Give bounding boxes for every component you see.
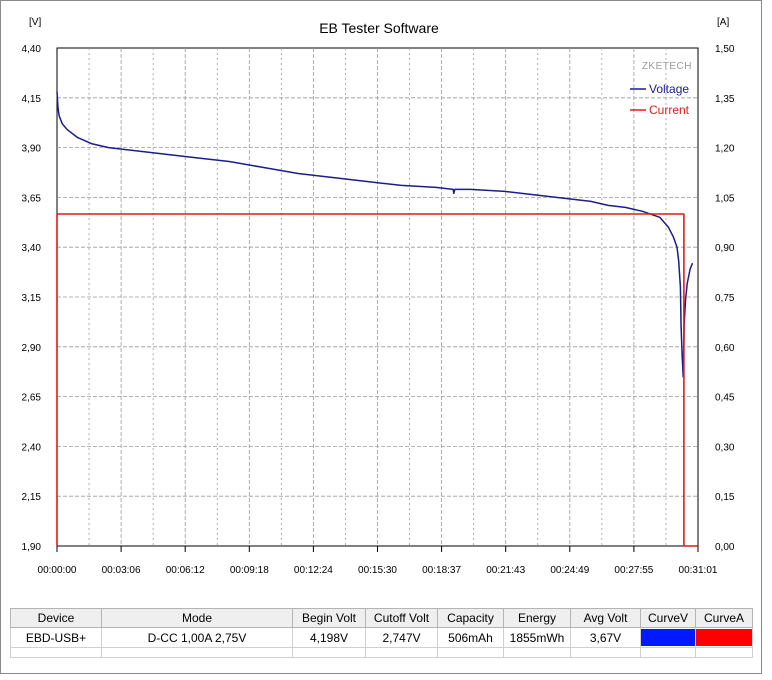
x-tick-label: 00:12:24 [294,565,333,576]
x-tick-label: 00:03:06 [102,565,141,576]
y-right-tick-label: 0,30 [715,442,735,453]
table-row-empty [10,647,753,658]
y-left-tick-label: 3,65 [22,193,42,204]
cell-energy: 1855mWh [503,627,571,648]
cell-device: EBD-USB+ [10,627,102,648]
stats-table: Device Mode Begin Volt Cutoff Volt Capac… [10,608,753,658]
y-left-unit: [V] [29,17,41,28]
x-tick-label: 00:06:12 [166,565,205,576]
y-right-tick-label: 0,15 [715,492,735,503]
voltage-series-line [56,91,694,378]
watermark: ZKETECH [642,61,692,72]
y-right-tick-label: 1,50 [715,44,735,55]
header-curve-a[interactable]: CurveA [695,608,753,628]
cell-curve-a[interactable] [695,627,753,648]
cell-cutoff-volt: 2,747V [365,627,438,648]
y-right-tick-label: 0,45 [715,393,735,404]
y-left-tick-label: 3,40 [22,243,42,254]
x-tick-label: 00:18:37 [422,565,461,576]
curve-a-color-swatch[interactable] [696,629,752,646]
y-left-tick-label: 1,90 [22,542,42,553]
y-left-tick-label: 2,40 [22,442,42,453]
y-right-tick-label: 0,00 [715,542,735,553]
header-curve-v[interactable]: CurveV [640,608,696,628]
table-header-row: Device Mode Begin Volt Cutoff Volt Capac… [10,608,753,628]
legend: Voltage Current [630,82,690,117]
y-right-tick-label: 1,35 [715,94,735,105]
y-left-tick-label: 4,40 [22,44,42,55]
header-capacity[interactable]: Capacity [437,608,504,628]
current-series-line [56,213,698,547]
x-tick-label: 00:00:00 [38,565,77,576]
cell-curve-v[interactable] [640,627,696,648]
y-left-tick-label: 2,90 [22,343,42,354]
legend-label-current: Current [649,103,690,117]
y-right-tick-label: 0,60 [715,343,735,354]
cell-avg-volt: 3,67V [570,627,641,648]
cell-mode: D-CC 1,00A 2,75V [101,627,293,648]
header-cutoff-volt[interactable]: Cutoff Volt [365,608,438,628]
y-left-tick-label: 3,15 [22,293,42,304]
y-left-tick-label: 2,65 [22,393,42,404]
cell-begin-volt: 4,198V [292,627,366,648]
x-tick-label: 00:15:30 [358,565,397,576]
header-device[interactable]: Device [10,608,102,628]
x-tick-label: 00:27:55 [614,565,653,576]
curve-v-color-swatch[interactable] [641,629,695,646]
x-tick-label: 00:24:49 [550,565,589,576]
y-right-tick-label: 1,20 [715,144,735,155]
y-left-tick-label: 3,90 [22,144,42,155]
y-right-tick-label: 0,90 [715,243,735,254]
header-energy[interactable]: Energy [503,608,571,628]
y-right-unit: [A] [717,17,729,28]
x-tick-label: 00:31:01 [679,565,718,576]
y-right-tick-label: 1,05 [715,193,735,204]
y-right-tick-label: 0,75 [715,293,735,304]
x-tick-label: 00:09:18 [230,565,269,576]
y-left-tick-label: 4,15 [22,94,42,105]
header-avg-volt[interactable]: Avg Volt [570,608,641,628]
x-tick-label: 00:21:43 [486,565,525,576]
app-window: 4,40 4,15 3,90 3,65 3,40 3,15 2,90 2,65 2,40 2,15… [0,0,762,674]
cell-capacity: 506mAh [437,627,504,648]
header-begin-volt[interactable]: Begin Volt [292,608,366,628]
header-mode[interactable]: Mode [101,608,293,628]
chart: 4,40 4,15 3,90 3,65 3,40 3,15 2,90 2,65 2,40 2,15… [22,17,735,576]
table-row[interactable]: EBD-USB+ D-CC 1,00A 2,75V 4,198V 2,747V … [10,627,753,648]
legend-label-voltage: Voltage [649,82,689,96]
y-left-tick-label: 2,15 [22,492,42,503]
chart-title: EB Tester Software [319,20,439,36]
